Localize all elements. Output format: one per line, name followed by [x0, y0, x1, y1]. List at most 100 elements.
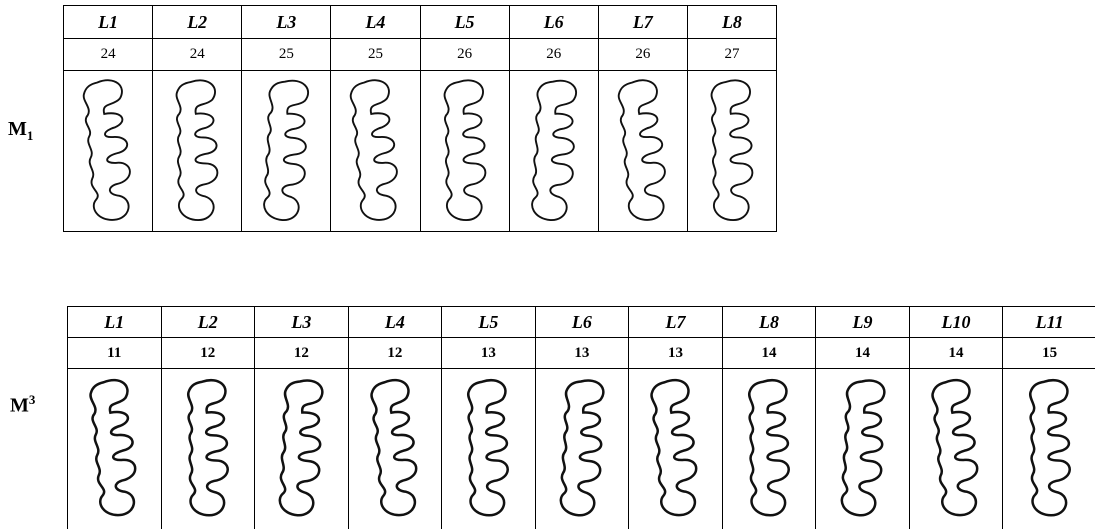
image-cell [509, 71, 598, 232]
image-cell [348, 369, 442, 529]
outline-path [749, 380, 788, 515]
image-cell [1003, 369, 1095, 529]
image-cell [420, 71, 509, 232]
image-row [64, 71, 777, 232]
header-cell: L7 [598, 6, 687, 39]
tooth-outline [255, 76, 317, 226]
tooth-outline [1015, 376, 1085, 521]
value-cell: 14 [722, 338, 816, 369]
header-cell: L8 [687, 6, 776, 39]
label-sup: 3 [29, 392, 36, 407]
header-cell: L2 [161, 307, 255, 338]
image-cell [598, 71, 687, 232]
image-cell [64, 71, 153, 232]
value-cell: 15 [1003, 338, 1095, 369]
panel-label: M3 [10, 392, 35, 418]
label-base: M [10, 395, 29, 417]
outline-path [1030, 380, 1069, 515]
value-cell: 26 [509, 39, 598, 71]
header-cell: L5 [442, 307, 536, 338]
tooth-outline [77, 76, 139, 226]
outline-path [177, 80, 218, 220]
header-cell: L6 [535, 307, 629, 338]
value-cell: 25 [331, 39, 420, 71]
value-cell: 14 [816, 338, 910, 369]
value-cell: 27 [687, 39, 776, 71]
outline-path [711, 80, 752, 220]
outline-path [83, 79, 134, 221]
tooth-outline [640, 376, 710, 521]
image-cell [909, 369, 1003, 529]
header-cell: L6 [509, 6, 598, 39]
outline-path [277, 379, 326, 517]
value-cell: 12 [255, 338, 349, 369]
outline-path [618, 79, 669, 221]
outline-path [557, 379, 606, 517]
tooth-outline [266, 376, 336, 521]
image-cell [242, 71, 331, 232]
outline-path [350, 79, 401, 221]
tooth-outline [921, 376, 991, 521]
image-cell [255, 369, 349, 529]
tooth-outline [166, 76, 228, 226]
outline-path [838, 379, 887, 517]
header-cell: L10 [909, 307, 1003, 338]
value-cell: 26 [420, 39, 509, 71]
image-cell [68, 369, 162, 529]
outline-path [188, 380, 227, 515]
outline-path [528, 79, 579, 221]
outline-path [651, 379, 700, 517]
header-cell: L8 [722, 307, 816, 338]
label-sub: 1 [27, 128, 34, 143]
outline-path [370, 379, 419, 517]
header-cell: L3 [255, 307, 349, 338]
image-cell [442, 369, 536, 529]
outline-path [932, 379, 981, 517]
header-cell: L11 [1003, 307, 1095, 338]
tooth-outline [453, 376, 523, 521]
image-cell [722, 369, 816, 529]
header-cell: L3 [242, 6, 331, 39]
header-cell: L2 [153, 6, 242, 39]
image-cell [535, 369, 629, 529]
tooth-outline [344, 76, 406, 226]
value-cell: 13 [629, 338, 723, 369]
value-cell: 24 [153, 39, 242, 71]
tooth-outline [173, 376, 243, 521]
value-cell: 12 [161, 338, 255, 369]
tooth-outline [828, 376, 898, 521]
tooth-outline [360, 376, 430, 521]
outline-path [469, 380, 508, 515]
tooth-outline [734, 376, 804, 521]
value-cell: 26 [598, 39, 687, 71]
value-cell: 24 [64, 39, 153, 71]
tooth-outline [612, 76, 674, 226]
tooth-outline [701, 76, 763, 226]
panel-label: M1 [8, 118, 33, 144]
image-cell [687, 71, 776, 232]
header-cell: L7 [629, 307, 723, 338]
header-cell: L1 [68, 307, 162, 338]
tooth-outline [434, 76, 496, 226]
tooth-outline [523, 76, 585, 226]
value-cell: 11 [68, 338, 162, 369]
image-cell [153, 71, 242, 232]
header-cell: L5 [420, 6, 509, 39]
outline-path [261, 79, 312, 221]
tooth-outline [79, 376, 149, 521]
header-cell: L1 [64, 6, 153, 39]
image-cell [629, 369, 723, 529]
header-cell: L4 [348, 307, 442, 338]
image-cell [816, 369, 910, 529]
tooth-outline [547, 376, 617, 521]
value-cell: 14 [909, 338, 1003, 369]
value-cell: 13 [535, 338, 629, 369]
image-cell [331, 71, 420, 232]
outline-path [90, 379, 139, 517]
header-cell: L4 [331, 6, 420, 39]
